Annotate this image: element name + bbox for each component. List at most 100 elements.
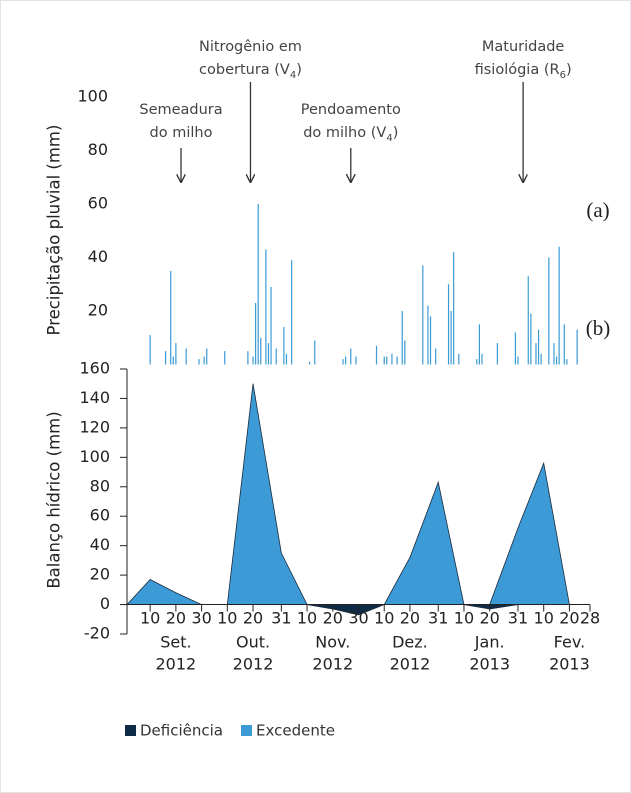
bar xyxy=(429,316,432,365)
annotation-text: ) xyxy=(393,125,399,141)
annotation: cobertura (V4) xyxy=(199,62,302,81)
y-tick-label: 140 xyxy=(79,388,110,407)
bar xyxy=(576,329,578,365)
bar xyxy=(185,348,187,365)
month-label: Dez. xyxy=(392,633,428,652)
bar xyxy=(170,270,172,365)
month-label: Nov. xyxy=(315,633,350,652)
annotation-text: Nitrogênio em xyxy=(199,39,302,55)
x-tick-label: 20 xyxy=(323,609,343,628)
month-label: 2012 xyxy=(390,655,431,674)
y-tick-label: 0 xyxy=(100,594,110,613)
x-tick-label: 20 xyxy=(243,609,263,628)
bar xyxy=(553,343,555,365)
bar xyxy=(530,313,532,365)
bar xyxy=(496,343,498,365)
bar xyxy=(275,348,277,365)
bar xyxy=(252,356,254,365)
y-tick-label: 40 xyxy=(90,535,110,554)
bar xyxy=(548,257,550,365)
y-tick-label: 60 xyxy=(90,506,110,525)
bar xyxy=(164,351,167,365)
bar xyxy=(422,265,424,365)
legend-swatch xyxy=(241,725,252,736)
annotation-subscript: 4 xyxy=(386,133,392,144)
bar xyxy=(540,353,542,365)
bar xyxy=(514,332,517,365)
y-tick-label: 40 xyxy=(88,247,108,266)
y-tick-label: 80 xyxy=(90,476,110,495)
x-tick-label: 31 xyxy=(508,609,528,628)
bar xyxy=(404,340,406,365)
legend-swatch xyxy=(125,725,136,736)
annotation-subscript: 4 xyxy=(290,70,296,81)
panel-label: (b) xyxy=(586,316,611,340)
month-label: 2012 xyxy=(233,655,274,674)
annotation: do milho xyxy=(150,125,213,141)
month-label: 2013 xyxy=(469,655,510,674)
annotation-text: Semeadura xyxy=(139,102,222,118)
month-label: Fev. xyxy=(554,633,585,652)
bar xyxy=(386,356,388,365)
annotation: do milho (V4) xyxy=(303,125,398,144)
bar xyxy=(558,246,560,365)
bar xyxy=(450,311,452,365)
bar xyxy=(566,359,568,365)
x-tick-label: 10 xyxy=(534,609,554,628)
x-tick-label: 10 xyxy=(217,609,237,628)
bar xyxy=(314,340,316,365)
bar xyxy=(555,356,558,365)
x-tick-label: 20 xyxy=(480,609,500,628)
bar xyxy=(257,204,259,365)
bar xyxy=(537,329,540,365)
annotation: Semeadura xyxy=(139,102,222,118)
bar xyxy=(172,356,174,365)
bar xyxy=(149,335,151,365)
annotation-subscript: 6 xyxy=(560,70,566,81)
x-tick-label: 31 xyxy=(428,609,448,628)
y-tick-label: -20 xyxy=(84,624,110,643)
bar xyxy=(478,324,480,365)
bar xyxy=(350,348,352,365)
panel-label: (a) xyxy=(586,198,609,222)
annotation-text: do milho xyxy=(150,125,213,141)
y-tick-label: 100 xyxy=(77,87,108,106)
bar xyxy=(476,359,478,365)
month-label: 2013 xyxy=(549,655,590,674)
bar xyxy=(447,284,450,365)
annotation: fisiológia (R6) xyxy=(475,62,572,81)
x-tick-label: 30 xyxy=(191,609,211,628)
y-tick-label: 100 xyxy=(79,447,110,466)
x-tick-label: 10 xyxy=(454,609,474,628)
annotation-text: do milho (V xyxy=(303,125,386,141)
y-axis-label: Precipitação pluvial (mm) xyxy=(45,125,64,336)
bar xyxy=(309,361,311,365)
bar xyxy=(517,356,519,365)
annotation-text: Pendoamento xyxy=(301,102,401,118)
x-tick-label: 31 xyxy=(271,609,291,628)
bar xyxy=(458,353,460,365)
bar xyxy=(401,311,403,365)
bar xyxy=(285,353,288,365)
x-tick-label: 10 xyxy=(374,609,394,628)
y-tick-label: 160 xyxy=(79,359,110,378)
x-tick-label: 20 xyxy=(166,609,186,628)
y-axis-label: Balanço hídrico (mm) xyxy=(45,411,64,588)
x-tick-label: 28 xyxy=(580,609,600,628)
bar xyxy=(355,356,357,365)
bar xyxy=(206,348,208,365)
y-tick-label: 120 xyxy=(79,417,110,436)
y-tick-label: 20 xyxy=(90,565,110,584)
annotation-text: ) xyxy=(566,62,572,78)
bar xyxy=(527,276,529,365)
annotation-text: fisiológia (R xyxy=(475,62,560,78)
bar xyxy=(375,345,378,365)
bar xyxy=(427,305,429,365)
annotation-text: cobertura (V xyxy=(199,62,290,78)
x-tick-label: 10 xyxy=(140,609,160,628)
x-tick-label: 20 xyxy=(559,609,579,628)
bar xyxy=(342,359,344,365)
bar xyxy=(283,327,285,365)
